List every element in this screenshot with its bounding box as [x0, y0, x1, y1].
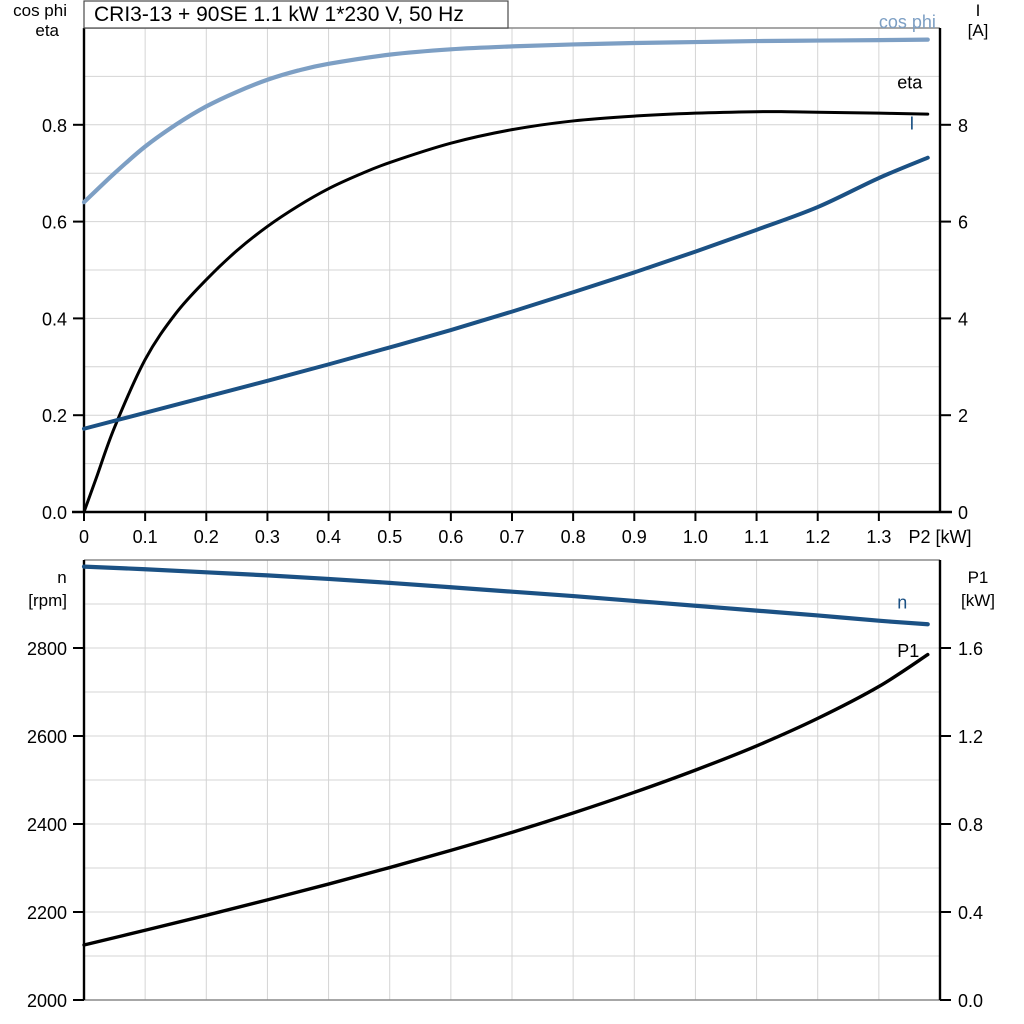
top-x-tick-label: 0 — [79, 527, 89, 547]
curve-label-I: I — [909, 114, 914, 134]
bottom-left-axis-title-1: n — [57, 568, 66, 587]
bottom-right-axis-title-1: P1 — [968, 568, 989, 587]
top-x-tick-label: 0.4 — [316, 527, 341, 547]
top-x-tick-label: 1.1 — [744, 527, 769, 547]
bottom-left-axis-title-2: [rpm] — [28, 591, 67, 610]
top-x-tick-label: 0.1 — [133, 527, 158, 547]
top-right-tick-label: 4 — [958, 309, 968, 329]
top-right-tick-label: 2 — [958, 406, 968, 426]
curve-label-eta: eta — [897, 73, 923, 93]
bottom-left-tick-label: 2200 — [27, 903, 67, 923]
top-right-tick-label: 8 — [958, 116, 968, 136]
curve-label-P1: P1 — [897, 641, 919, 661]
top-x-tick-label: 0.9 — [622, 527, 647, 547]
top-right-tick-label: 6 — [958, 213, 968, 233]
curve-n — [81, 564, 930, 627]
top-x-tick-label: 0.3 — [255, 527, 280, 547]
curve-label-n: n — [897, 592, 907, 612]
bottom-chart-group: 2000 2200 2400 2600 2800 0.0 0.4 0.8 1.2 1.6 n [rpm… — [27, 559, 995, 1011]
title-box — [83, 0, 509, 29]
bottom-right-tick-label: 0.4 — [958, 903, 983, 923]
bottom-left-tick-label: 2600 — [27, 727, 67, 747]
top-left-tick-label: 0.4 — [42, 309, 67, 329]
top-x-tick-label: 0.8 — [561, 527, 586, 547]
bottom-right-tick-label: 1.2 — [958, 727, 983, 747]
top-right-axis-title-1: I — [976, 1, 981, 20]
bottom-left-tick-label: 2800 — [27, 639, 67, 659]
curve-eta — [82, 110, 930, 514]
bottom-right-axis-title-2: [kW] — [961, 591, 995, 610]
top-right-tick-label: 0 — [958, 503, 968, 523]
top-x-tick-label: 0.5 — [377, 527, 402, 547]
bottom-left-tick-label: 2400 — [27, 815, 67, 835]
top-chart-group: 0.0 0.2 0.4 0.6 0.8 0 2 4 6 8 0 0.1 0.2 0.3 0.4 0.5 0.6 0… — [13, 0, 989, 547]
top-right-axis-title-2: [A] — [968, 21, 989, 40]
chart-title: CRI3-13 + 90SE 1.1 kW 1*230 V, 50 Hz — [94, 3, 464, 26]
top-x-tick-label: 1.3 — [866, 527, 891, 547]
top-x-tick-label: 0.6 — [438, 527, 463, 547]
top-left-tick-label: 0.8 — [42, 116, 67, 136]
bottom-right-tick-label: 0.8 — [958, 815, 983, 835]
curve-cos-phi — [81, 37, 930, 205]
curve-I — [82, 155, 930, 431]
top-left-tick-label: 0.0 — [42, 503, 67, 523]
bottom-left-tick-label: 2000 — [27, 991, 67, 1011]
top-x-tick-label: 0.7 — [499, 527, 524, 547]
top-x-tick-label: 0.2 — [194, 527, 219, 547]
bottom-right-tick-label: 1.6 — [958, 639, 983, 659]
top-left-axis-title-1: cos phi — [13, 1, 67, 20]
top-x-axis-title: P2 [kW] — [908, 527, 971, 547]
top-x-tick-label: 1.0 — [683, 527, 708, 547]
curve-P1 — [82, 652, 930, 947]
top-x-tick-label: 1.2 — [805, 527, 830, 547]
top-left-axis-title-2: eta — [35, 21, 59, 40]
top-left-tick-label: 0.6 — [42, 213, 67, 233]
bottom-right-tick-label: 0.0 — [958, 991, 983, 1011]
curve-label-cos-phi: cos phi — [879, 12, 936, 32]
top-left-tick-label: 0.2 — [42, 406, 67, 426]
